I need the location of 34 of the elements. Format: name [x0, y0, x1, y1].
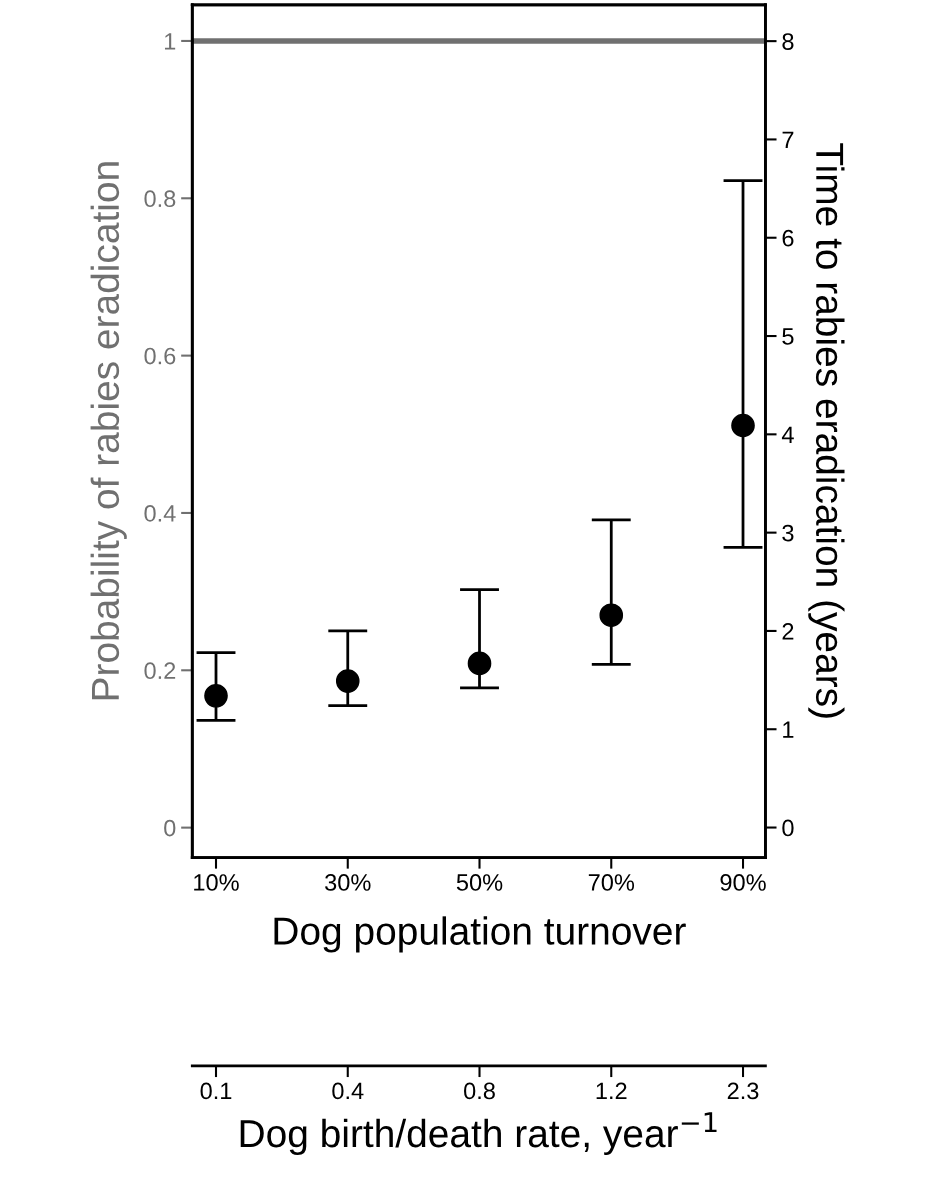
x-tick-label: 10% — [194, 874, 239, 891]
x-tick-label: 30% — [325, 874, 371, 891]
category-label: 0.4 — [332, 1082, 364, 1100]
category-label: 0.1 — [200, 1082, 232, 1100]
y-tick-label: 0 — [164, 819, 176, 837]
y-tick-label: 0.6 — [144, 347, 176, 365]
y2-tick-label: 2 — [782, 623, 794, 640]
y2-axis-title: Time to rabies eradication (years) — [808, 143, 845, 718]
category-label: 0.8 — [464, 1082, 495, 1100]
y-tick-label: 1 — [164, 33, 176, 50]
x-tick-label: 50% — [456, 874, 503, 891]
point — [467, 651, 492, 676]
y2-tick-label: 6 — [782, 229, 794, 247]
y2-tick-label: 4 — [781, 426, 794, 443]
point — [204, 684, 228, 708]
x-tick-label: 90% — [720, 874, 766, 891]
y-axis-title: Probability of rabies eradication — [90, 162, 127, 700]
x-tick-label: 70% — [588, 874, 635, 891]
category-label: 2.3 — [727, 1082, 759, 1100]
point — [335, 669, 360, 693]
y-tick-label: 0.2 — [144, 662, 176, 680]
y2-tick-label: 1 — [783, 721, 794, 738]
point — [731, 413, 755, 438]
point — [599, 603, 624, 628]
y-tick-label: 0.4 — [144, 505, 176, 522]
y2-tick-label: 7 — [782, 131, 794, 148]
text: Dog birth/death rate, year$^{−1}$ — [240, 1112, 717, 1156]
category-label: 1.2 — [596, 1082, 627, 1100]
y-tick-label: 0.8 — [144, 190, 176, 208]
x-axis-title: Dog population turnover — [274, 916, 686, 953]
y2-tick-label: 0 — [782, 819, 794, 837]
y2-tick-label: 8 — [782, 33, 794, 50]
y2-tick-label: 3 — [782, 524, 794, 542]
y2-tick-label: 5 — [782, 328, 794, 345]
